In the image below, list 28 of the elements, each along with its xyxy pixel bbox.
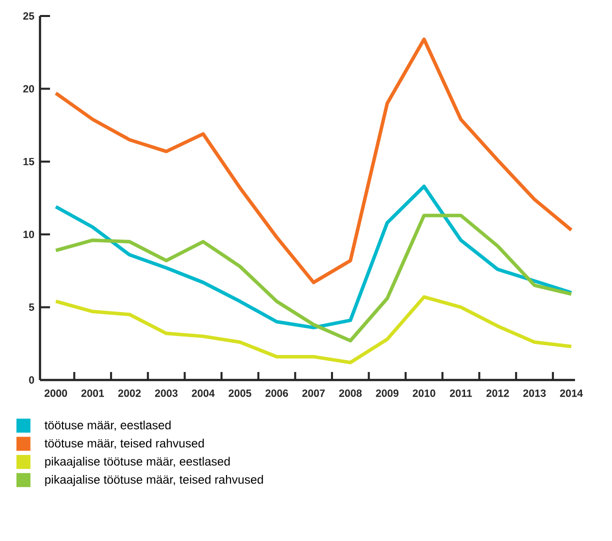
x-tick-label: 2004 (192, 390, 215, 397)
x-tick-label: 2011 (450, 390, 472, 397)
legend-label: töötuse määr, eestlased (44, 420, 171, 431)
y-tick-label: 0 (29, 376, 34, 384)
x-tick-label: 2010 (412, 390, 436, 397)
y-tick-label: 20 (23, 85, 34, 92)
legend-label: töötuse määr, teised rahvused (44, 438, 204, 449)
x-tick-label: 2012 (486, 390, 509, 397)
line-series (54, 295, 574, 364)
legend-label: pikaajalise töötuse määr, teised rahvused (45, 475, 263, 486)
y-tick-label: 15 (24, 158, 34, 166)
x-tick-label: 2002 (118, 390, 141, 397)
x-tick-label: 2007 (302, 390, 325, 397)
y-tick-label: 25 (23, 12, 34, 20)
x-tick-label: 2000 (44, 390, 68, 397)
x-tick-label: 2014 (560, 390, 583, 397)
x-tick-label: 2013 (523, 390, 546, 397)
x-tick-label: 2001 (81, 390, 104, 397)
line-series (54, 214, 574, 342)
x-tick-label: 2006 (265, 390, 288, 397)
y-tick-label: 10 (24, 230, 34, 238)
y-tick-label: 5 (28, 304, 34, 311)
x-tick-label: 2005 (228, 390, 252, 397)
x-tick-label: 2008 (339, 390, 362, 397)
x-tick-label: 2009 (376, 390, 398, 397)
line-series (54, 38, 574, 284)
x-tick-label: 2003 (155, 390, 178, 397)
legend-label: pikaajalise töötuse määr, eestlased (45, 456, 230, 468)
